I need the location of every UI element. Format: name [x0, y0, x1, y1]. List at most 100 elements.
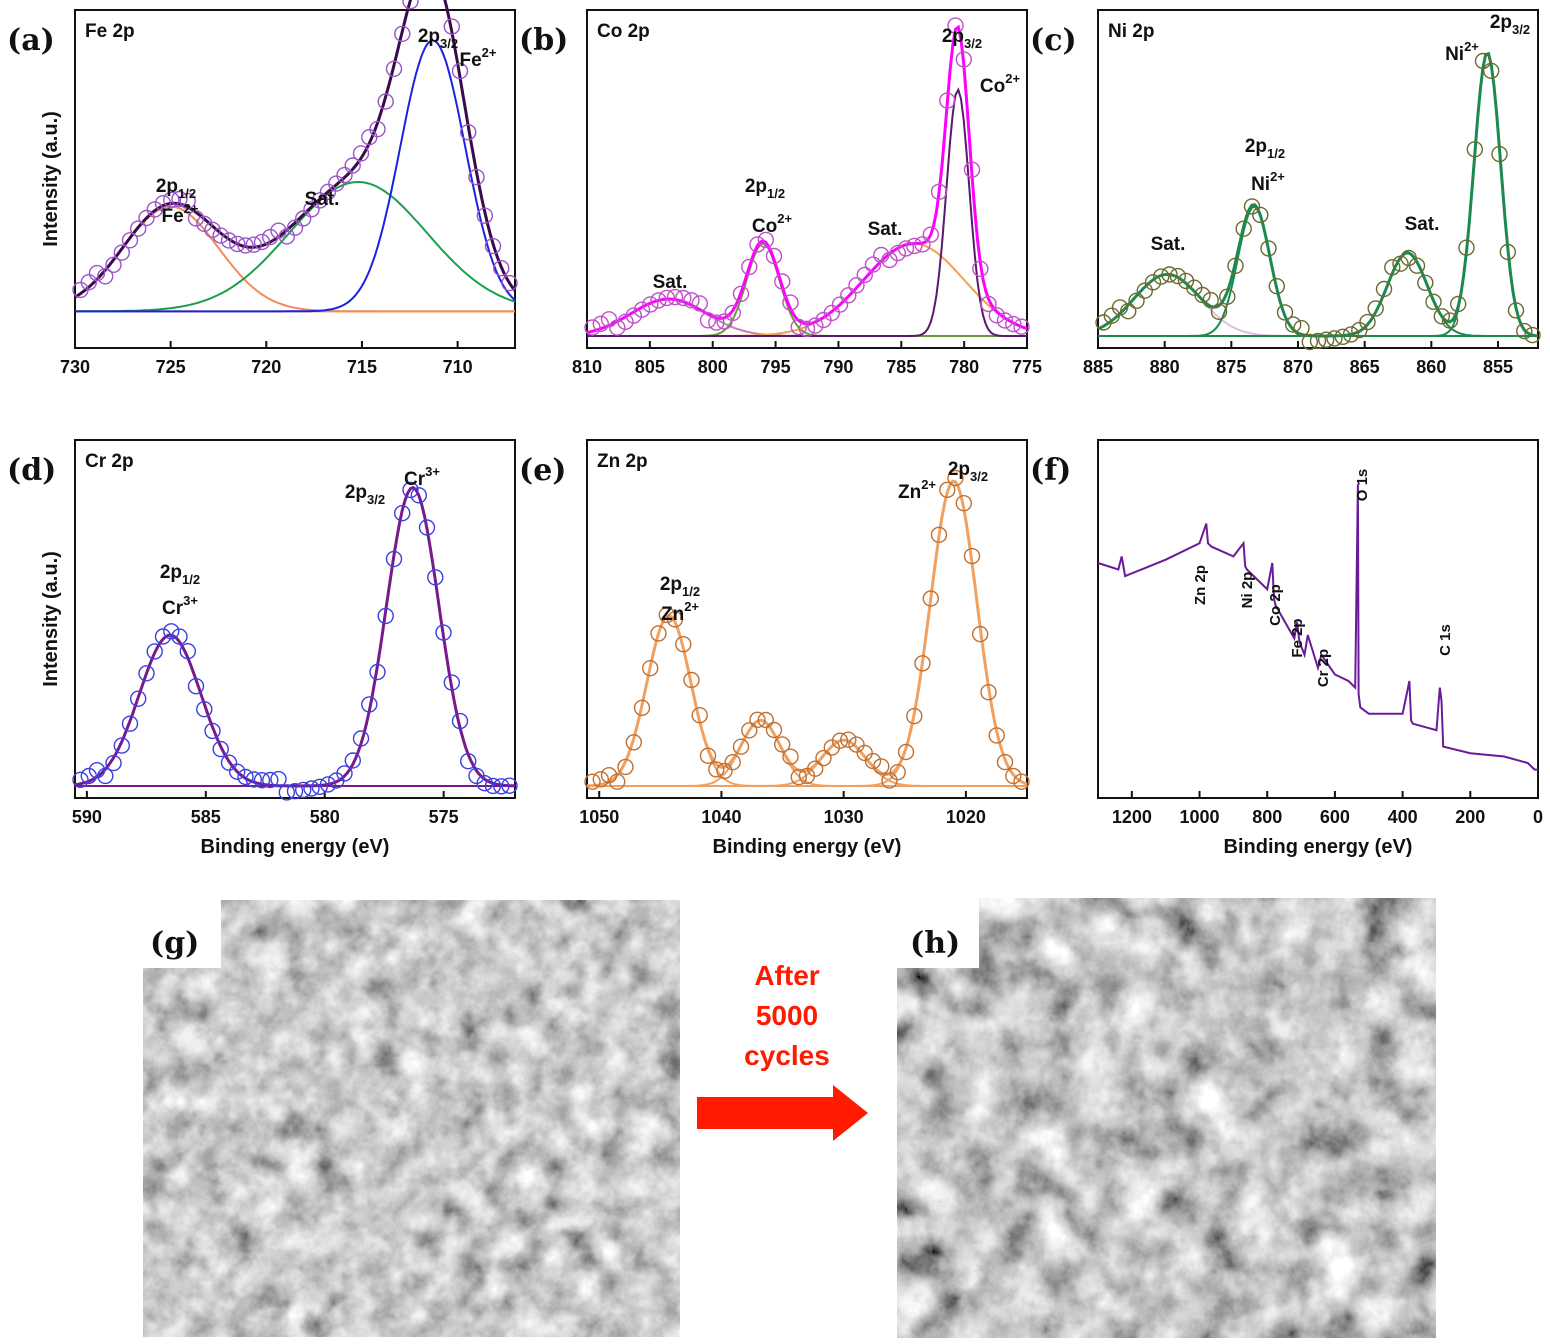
measured-point — [939, 92, 956, 109]
measured-point — [625, 307, 642, 324]
measured-point — [146, 201, 164, 218]
measured-point — [798, 320, 816, 337]
measured-point — [996, 312, 1014, 329]
measured-point — [1309, 332, 1327, 350]
measured-point — [163, 191, 180, 208]
measured-point — [584, 773, 601, 790]
xps-panel-c: (c) Ni 2p 885 880 875 870 865 860 855 Sat. 2p1/2 Ni… — [1030, 9, 1541, 377]
measured-point — [1252, 206, 1269, 224]
measured-point — [666, 611, 684, 628]
measured-point — [1425, 293, 1442, 310]
fit-component-0 — [74, 634, 515, 787]
measured-point — [336, 765, 353, 782]
fit-component-0 — [586, 614, 1027, 787]
xps-panel-e: (e) Zn 2p 1050 1040 1030 1020 Binding energy (… — [519, 439, 1030, 858]
fit-envelope — [74, 0, 517, 299]
measured-point — [97, 767, 114, 785]
measured-point — [460, 123, 477, 141]
measured-point — [1161, 266, 1178, 283]
measured-point — [1326, 330, 1343, 347]
plot-frame — [586, 9, 1028, 349]
x-tick-label: 575 — [429, 807, 459, 827]
measured-point — [1359, 313, 1376, 331]
measured-point — [484, 237, 502, 255]
peak-annotation: 2p3/2 — [1490, 12, 1530, 37]
fit-envelope — [586, 479, 1028, 788]
xps-panel-f: (f) 1200 1000 800 600 400 200 0 Binding energy (… — [1030, 439, 1543, 858]
measured-point — [196, 215, 213, 233]
measured-point — [328, 175, 345, 192]
measured-point — [1301, 333, 1319, 351]
measured-point — [922, 590, 939, 607]
measured-point — [88, 264, 106, 282]
measured-point — [501, 777, 518, 794]
measured-point — [245, 771, 263, 788]
panel-label: (c) — [1030, 23, 1077, 58]
cycling-arrow: After 5000 cycles — [697, 960, 868, 1141]
peak-annotation: 2p1/2 — [156, 176, 196, 201]
survey-peak-label: Zn 2p — [1192, 565, 1209, 605]
peak-annotation: Fe2+ — [459, 45, 496, 71]
measured-point — [253, 772, 271, 789]
x-tick-label: 200 — [1455, 807, 1485, 827]
measured-point — [642, 660, 659, 677]
survey-peak-label: C 1s — [1437, 624, 1454, 656]
measured-point — [609, 319, 626, 336]
panel-label: (f) — [1030, 453, 1071, 488]
measured-point — [394, 25, 411, 42]
measured-point — [980, 295, 997, 313]
measured-point — [171, 628, 188, 645]
measured-point — [765, 247, 783, 265]
x-tick-label: 885 — [1083, 357, 1113, 377]
measured-point — [807, 317, 824, 334]
panel-label: (b) — [519, 23, 568, 58]
panel-title: Cr 2p — [85, 451, 134, 472]
measured-point — [113, 737, 131, 754]
measured-point — [129, 690, 147, 707]
measured-point — [1169, 267, 1187, 285]
measured-point — [451, 62, 469, 80]
measured-point — [1013, 773, 1030, 790]
measured-point — [1144, 274, 1162, 291]
measured-point — [1227, 257, 1244, 274]
measured-point — [683, 671, 700, 689]
measured-point — [1202, 291, 1219, 309]
measured-point — [947, 469, 964, 487]
measured-point — [229, 235, 246, 253]
measured-point — [922, 226, 939, 243]
plot-frame — [74, 439, 516, 799]
xps-panel-a: (a) Fe 2p 730 725 720 715 710 Intensity (a.u.) 2… — [7, 0, 518, 377]
x-axis-label: Binding energy (eV) — [713, 836, 902, 858]
measured-point — [897, 240, 915, 257]
measured-point — [625, 734, 642, 751]
measured-point — [716, 762, 733, 780]
measured-point — [1284, 316, 1302, 333]
x-tick-label: 710 — [443, 357, 473, 377]
measured-point — [592, 315, 609, 332]
x-tick-label: 1000 — [1180, 807, 1220, 827]
fit-component-2 — [75, 39, 516, 313]
measured-point — [212, 740, 229, 758]
measured-point — [1210, 303, 1228, 320]
measured-point — [1293, 320, 1310, 337]
measured-point — [592, 771, 609, 788]
measured-point — [245, 236, 263, 253]
measured-point — [782, 748, 799, 765]
x-tick-label: 585 — [191, 807, 221, 827]
measured-point — [121, 715, 139, 732]
measured-point — [1243, 198, 1261, 215]
x-tick-label: 875 — [1216, 357, 1246, 377]
x-tick-label: 0 — [1533, 807, 1543, 827]
measured-point — [906, 707, 923, 725]
measured-point — [633, 301, 651, 318]
x-tick-label: 870 — [1283, 357, 1313, 377]
x-tick-label: 1040 — [701, 807, 741, 827]
x-tick-label: 860 — [1416, 357, 1446, 377]
measured-point — [303, 780, 320, 797]
measured-point — [228, 763, 246, 780]
sem-image-g-texture — [143, 900, 680, 1337]
measured-point — [963, 547, 981, 565]
x-tick-label: 590 — [72, 807, 102, 827]
x-tick-label: 880 — [1150, 357, 1180, 377]
measured-point — [856, 744, 873, 762]
